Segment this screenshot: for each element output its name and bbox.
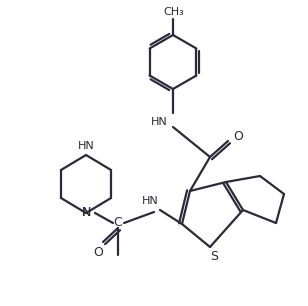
Text: S: S: [210, 251, 218, 263]
Text: CH₃: CH₃: [164, 7, 184, 17]
Text: HN: HN: [142, 196, 158, 206]
Text: C: C: [114, 217, 122, 230]
Text: N: N: [81, 207, 91, 219]
Text: O: O: [233, 129, 243, 143]
Text: N: N: [81, 207, 91, 219]
Text: HN: HN: [151, 117, 167, 127]
Text: O: O: [93, 247, 103, 259]
Text: HN: HN: [78, 141, 94, 151]
